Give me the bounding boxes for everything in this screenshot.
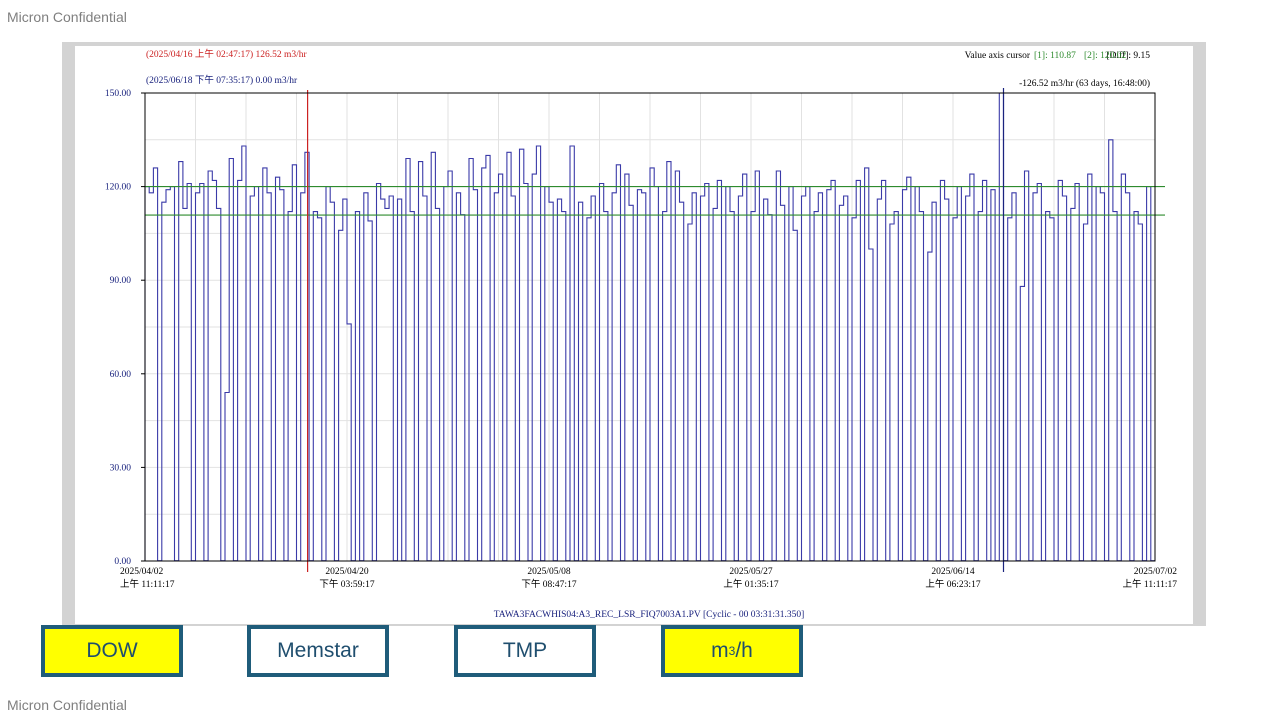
value-cursor-label: Value axis cursor [965, 51, 1031, 61]
value-cursor-diff: [Diff]: 9.15 [1106, 50, 1150, 61]
y-tick-label: 60.00 [110, 370, 132, 380]
series-label: TAWA3FACWHIS04:A3_REC_LSR_FIQ7003A1.PV [… [494, 610, 805, 620]
confidential-label-bottom: Micron Confidential [7, 697, 127, 713]
y-tick-label: 90.00 [110, 276, 132, 286]
x-tick-date: 2025/05/27 [729, 567, 773, 577]
x-tick-date: 2025/05/08 [527, 567, 571, 577]
cursor1-readout: (2025/04/16 上午 02:47:17) 126.52 m3/hr [146, 48, 308, 60]
y-tick-label: 0.00 [114, 557, 131, 567]
tag-dow: DOW [41, 625, 183, 677]
y-tick-label: 120.00 [105, 183, 131, 193]
x-tick-time: 下午 03:59:17 [319, 578, 374, 590]
tag-memstar: Memstar [247, 625, 389, 677]
cursor-diff-readout: -126.52 m3/hr (63 days, 16:48:00) [1019, 78, 1150, 89]
y-tick-label: 30.00 [110, 463, 132, 473]
y-tick-label: 150.00 [105, 89, 131, 99]
tag-tmp: TMP [454, 625, 596, 677]
value-cursor-2: [2]: 120.02 [1084, 51, 1126, 61]
unit-base: m [711, 639, 729, 662]
x-tick-time: 上午 11:11:17 [120, 578, 175, 590]
unit-exponent: 3 [728, 644, 736, 658]
x-tick-date: 2025/04/02 [120, 567, 164, 577]
plot-border [144, 92, 1156, 562]
tag-unit: m 3/h [661, 625, 803, 677]
unit-suffix: /h [735, 639, 753, 662]
x-tick-time: 上午 01:35:17 [723, 578, 778, 590]
confidential-label-top: Micron Confidential [7, 9, 127, 25]
x-tick-time: 上午 06:23:17 [925, 578, 980, 590]
x-tick-date: 2025/07/02 [1134, 567, 1178, 577]
cursor2-readout: (2025/06/18 下午 07:35:17) 0.00 m3/hr [146, 74, 298, 86]
value-cursor-1: [1]: 110.87 [1034, 51, 1076, 61]
x-tick-date: 2025/06/14 [931, 567, 975, 577]
value-axis-cursor-readout: [Diff]: 9.15 [1106, 50, 1150, 61]
x-tick-date: 2025/04/20 [325, 567, 369, 577]
x-tick-time: 上午 11:11:17 [1123, 578, 1178, 590]
x-tick-time: 下午 08:47:17 [521, 578, 576, 590]
chart-panel [75, 46, 1193, 624]
